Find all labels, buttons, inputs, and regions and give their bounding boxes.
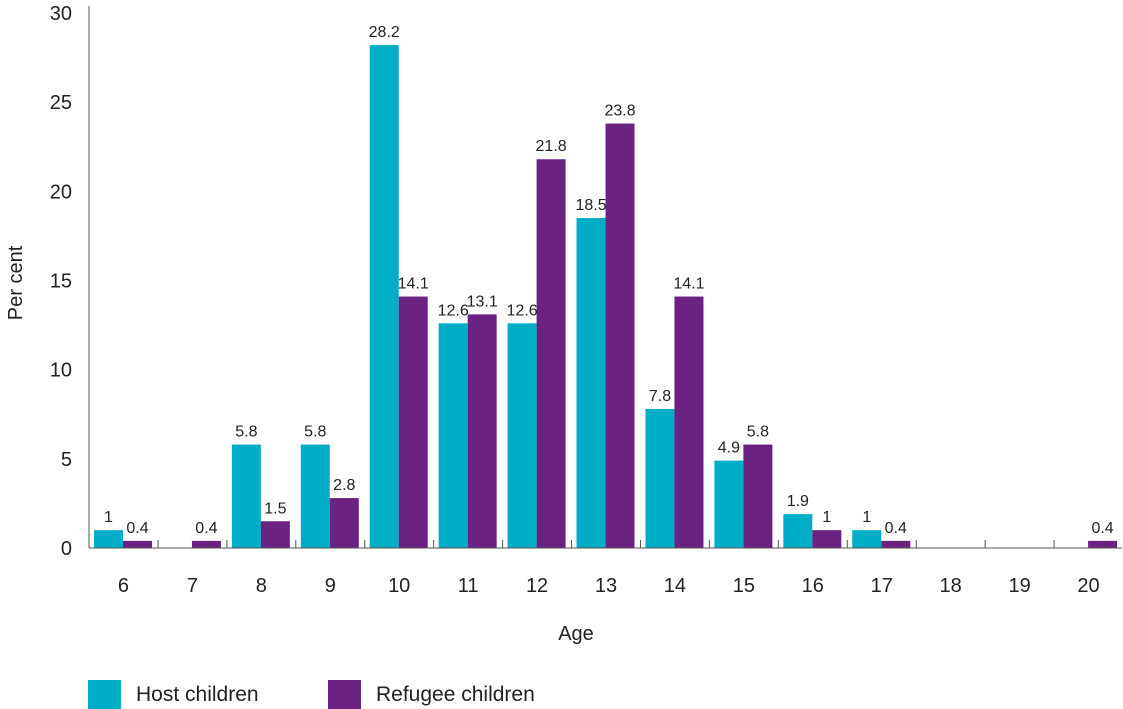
y-tick-label-5: 5 [61, 449, 72, 471]
data-label-refugee-age-6: 0.4 [126, 520, 148, 537]
x-axis-title: Age [558, 623, 594, 645]
bar-host-age-17 [852, 530, 882, 548]
bar-host-age-15 [714, 460, 744, 548]
x-tick-label-7: 7 [187, 575, 198, 597]
data-label-host-age-10: 28.2 [369, 24, 400, 41]
data-label-refugee-age-14: 14.1 [673, 276, 704, 293]
bar-host-age-11 [438, 323, 468, 548]
data-label-host-age-9: 5.8 [304, 424, 326, 441]
legend: Host children Refugee children [88, 680, 535, 709]
bar-refugee-age-10 [398, 296, 428, 548]
data-label-host-age-14: 7.8 [649, 388, 671, 405]
data-label-refugee-age-11: 13.1 [467, 293, 498, 310]
data-label-refugee-age-8: 1.5 [264, 500, 286, 517]
bar-refugee-age-7 [191, 540, 221, 548]
bar-refugee-age-14 [674, 296, 704, 548]
x-tick-label-11: 11 [458, 575, 479, 597]
x-tick-label-6: 6 [118, 575, 129, 597]
legend-label-host: Host children [136, 683, 259, 706]
legend-label-refugee: Refugee children [376, 683, 535, 706]
data-label-refugee-age-20: 0.4 [1091, 520, 1113, 537]
y-tick-label-25: 25 [50, 92, 72, 114]
bar-refugee-age-16 [812, 530, 842, 548]
y-tick-label-20: 20 [50, 181, 72, 203]
y-tick-label-0: 0 [61, 538, 72, 560]
data-labels-layer: 10.4 0.45.81.55.82.828.214.112.613.112.62… [104, 24, 1114, 537]
x-tick-label-17: 17 [871, 575, 893, 597]
bar-host-age-9 [300, 444, 330, 548]
data-label-host-age-12: 12.6 [507, 302, 538, 319]
x-tick-label-10: 10 [388, 575, 410, 597]
x-tick-label-12: 12 [526, 575, 548, 597]
bar-host-age-6 [94, 530, 123, 548]
x-tick-label-18: 18 [940, 575, 962, 597]
bar-host-age-10 [369, 45, 399, 548]
data-label-refugee-age-7: 0.4 [195, 520, 217, 537]
x-tick-label-9: 9 [325, 575, 336, 597]
legend-swatch-host [88, 680, 121, 709]
data-label-refugee-age-12: 21.8 [536, 138, 567, 155]
x-tick-label-20: 20 [1077, 575, 1099, 597]
data-label-refugee-age-16: 1 [822, 509, 831, 526]
data-label-refugee-age-13: 23.8 [604, 103, 635, 120]
bar-refugee-age-13 [605, 123, 635, 548]
x-tick-label-14: 14 [664, 575, 686, 597]
bar-refugee-age-15 [743, 444, 773, 548]
bar-refugee-age-11 [467, 314, 497, 548]
y-tick-label-15: 15 [50, 271, 72, 293]
x-tick-label-16: 16 [802, 575, 824, 597]
x-tick-label-8: 8 [256, 575, 267, 597]
bar-host-age-16 [783, 514, 813, 548]
data-label-refugee-age-15: 5.8 [747, 424, 769, 441]
bar-refugee-age-6 [123, 540, 152, 548]
bar-refugee-age-20 [1088, 540, 1118, 548]
x-tick-label-15: 15 [733, 575, 755, 597]
x-tick-label-13: 13 [595, 575, 617, 597]
legend-swatch-refugee [328, 680, 361, 709]
bar-host-age-14 [645, 408, 675, 548]
data-label-host-age-8: 5.8 [235, 424, 257, 441]
data-label-host-age-17: 1 [862, 509, 871, 526]
data-label-host-age-15: 4.9 [718, 440, 740, 457]
data-label-host-age-13: 18.5 [575, 197, 606, 214]
bar-refugee-age-17 [881, 540, 911, 548]
y-axis-title: Per cent [5, 245, 27, 320]
data-label-host-age-16: 1.9 [787, 493, 809, 510]
bars-layer [94, 45, 1118, 549]
bar-host-age-13 [576, 218, 606, 548]
data-label-host-age-6: 1 [104, 509, 113, 526]
y-tick-label-30: 30 [50, 3, 72, 25]
y-tick-label-10: 10 [50, 360, 72, 382]
bar-refugee-age-12 [536, 159, 566, 549]
bar-refugee-age-8 [260, 521, 290, 548]
data-label-host-age-11: 12.6 [438, 302, 469, 319]
data-label-refugee-age-10: 14.1 [398, 276, 429, 293]
x-tick-label-19: 19 [1008, 575, 1030, 597]
bar-refugee-age-9 [329, 498, 359, 548]
bar-host-age-12 [507, 323, 537, 548]
data-label-refugee-age-9: 2.8 [333, 477, 355, 494]
data-label-refugee-age-17: 0.4 [885, 520, 907, 537]
bar-host-age-8 [231, 444, 261, 548]
